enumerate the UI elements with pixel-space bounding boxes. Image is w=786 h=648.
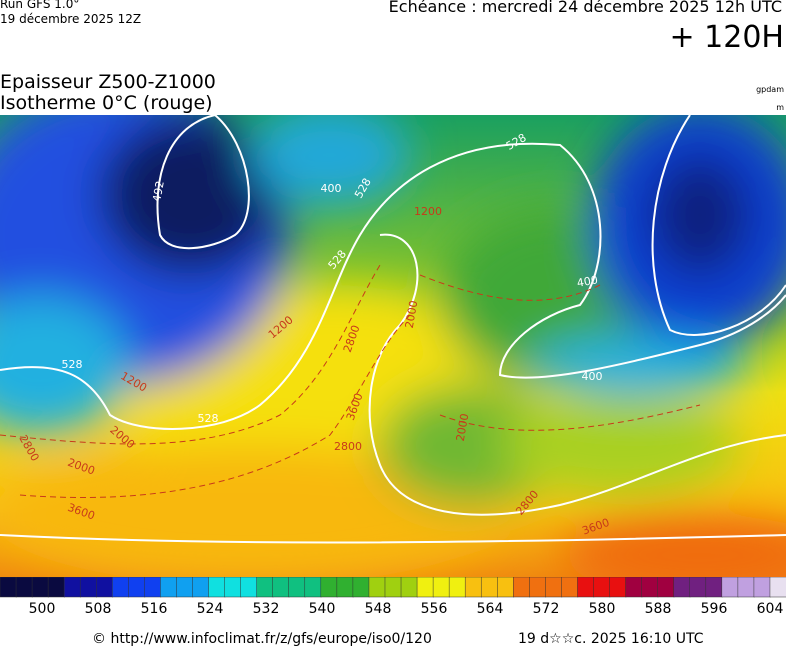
color-swatch — [689, 577, 707, 598]
contour-label: 1200 — [414, 205, 442, 218]
color-swatch — [336, 577, 354, 598]
color-swatch — [384, 577, 402, 598]
contour-label: 492 — [150, 180, 166, 203]
color-swatch — [497, 577, 515, 598]
color-swatch — [224, 577, 242, 598]
color-swatch — [95, 577, 114, 598]
color-swatch — [480, 577, 499, 598]
color-swatch — [705, 577, 723, 598]
timestamp: 19 d☆☆c. 2025 16:10 UTC — [518, 631, 704, 647]
colorbar-label: 572 — [533, 601, 560, 617]
contour-label: 528 — [62, 358, 83, 371]
color-swatch — [31, 577, 49, 598]
color-swatch — [112, 577, 130, 598]
colorbar-label: 556 — [421, 601, 448, 617]
color-swatch — [288, 577, 306, 598]
contour-label: 400 — [321, 182, 342, 195]
colorbar-label: 604 — [757, 601, 784, 617]
map: 4925285285285285284004004001200120012002… — [0, 115, 786, 577]
unit-top: gpdam — [756, 85, 784, 94]
isotherm-contours — [0, 264, 701, 498]
color-swatch — [545, 577, 563, 598]
valid-time: Echéance : mercredi 24 décembre 2025 12h… — [388, 0, 782, 16]
color-swatch — [657, 577, 675, 598]
color-swatch — [63, 577, 81, 598]
color-swatch — [272, 577, 290, 598]
color-swatch — [513, 577, 531, 598]
colorbar-label: 508 — [85, 601, 112, 617]
color-swatch — [721, 577, 739, 598]
unit-bottom: m — [776, 103, 784, 112]
color-swatch — [47, 577, 65, 598]
color-swatch — [561, 577, 579, 598]
colorbar-label: 580 — [589, 601, 616, 617]
color-swatch — [352, 577, 370, 598]
color-swatch — [256, 577, 274, 598]
color-swatch — [15, 577, 33, 598]
field-blobs — [0, 115, 786, 577]
color-swatch — [128, 577, 146, 598]
color-swatch — [737, 577, 755, 598]
color-swatch — [0, 577, 17, 598]
run-label: Run GFS 1.0° — [0, 0, 80, 11]
colorbar-label: 596 — [701, 601, 728, 617]
color-swatch — [416, 577, 434, 598]
color-swatch — [769, 577, 786, 598]
colorbar-label: 524 — [197, 601, 224, 617]
colorbar-label: 540 — [309, 601, 336, 617]
field-title: Epaisseur Z500-Z1000 — [0, 71, 216, 93]
colorbar-label: 588 — [645, 601, 672, 617]
source: © http://www.infoclimat.fr/z/gfs/europe/… — [92, 631, 432, 647]
color-swatch — [464, 577, 482, 598]
color-swatch — [577, 577, 595, 598]
contour-label: 2800 — [334, 440, 362, 453]
contour-label: 528 — [198, 412, 219, 425]
color-swatch — [320, 577, 338, 598]
colorbar-label: 532 — [253, 601, 280, 617]
color-swatch — [448, 577, 466, 598]
colorbar-label: 500 — [29, 601, 56, 617]
color-swatch — [160, 577, 178, 598]
contour-label: 400 — [576, 273, 599, 289]
color-swatch — [641, 577, 659, 598]
color-swatch — [593, 577, 611, 598]
color-swatch — [673, 577, 691, 598]
color-swatch — [368, 577, 386, 598]
field-subtitle: Isotherme 0°C (rouge) — [0, 92, 213, 114]
color-swatch — [529, 577, 547, 598]
contour-label: 2000 — [403, 299, 421, 329]
color-swatch — [176, 577, 194, 598]
color-swatch — [240, 577, 258, 598]
lead-time: + 120H — [669, 20, 785, 55]
colorbar: 500 508 516 524 532 540 548 556 564 572 580 588 596 6… — [0, 577, 786, 617]
run-date: 19 décembre 2025 12Z — [0, 12, 142, 26]
color-swatch — [625, 577, 643, 598]
color-swatch — [432, 577, 450, 598]
thickness-contours — [0, 115, 786, 544]
color-swatch — [79, 577, 97, 598]
color-swatch — [304, 577, 322, 598]
colorbar-label: 548 — [365, 601, 392, 617]
color-swatch — [192, 577, 210, 598]
color-swatch — [400, 577, 418, 598]
contour-label: 400 — [582, 370, 603, 383]
color-swatch — [609, 577, 627, 598]
color-swatch — [208, 577, 226, 598]
colorbar-label: 564 — [477, 601, 504, 617]
color-swatch — [144, 577, 162, 598]
colorbar-label: 516 — [141, 601, 168, 617]
contour-label: 2000 — [454, 412, 472, 442]
color-swatch — [753, 577, 771, 598]
